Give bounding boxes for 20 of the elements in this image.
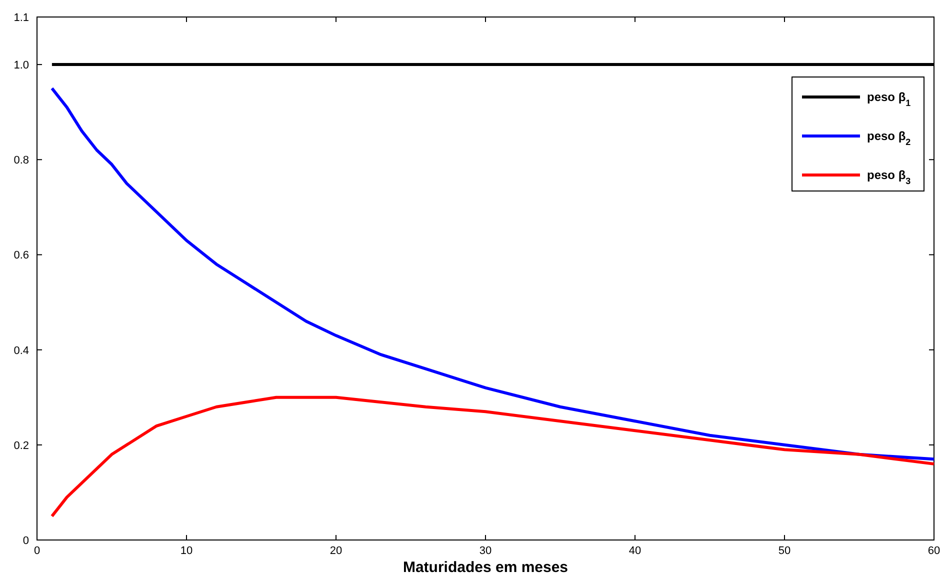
- legend-label: peso β$_{1}$: [867, 90, 911, 108]
- line-series: [50, 396, 936, 518]
- x-tick-label: 40: [628, 545, 642, 557]
- y-tick-label: 0.8: [14, 154, 29, 167]
- x-tick-label: 10: [180, 545, 193, 557]
- x-tick-label: 30: [479, 545, 492, 557]
- x-tick-label: 60: [928, 545, 940, 557]
- y-tick-label: 0: [22, 535, 29, 547]
- legend-label: peso β$_{2}$: [867, 129, 911, 147]
- x-axis-title: Maturidades em meses: [402, 559, 568, 576]
- y-tick-label: 1.0: [14, 60, 29, 72]
- x-tick-label: 50: [778, 545, 791, 557]
- legend-label: peso β$_{3}$: [867, 168, 911, 186]
- x-tick-label: 0: [34, 545, 40, 557]
- y-tick-label: 1.1: [14, 12, 29, 24]
- y-tick-label: 0.6: [14, 250, 29, 262]
- y-tick-label: 0.2: [14, 440, 29, 452]
- x-tick-label: 20: [330, 545, 342, 557]
- y-tick-label: 0.4: [14, 344, 29, 357]
- line-series: [50, 86, 936, 461]
